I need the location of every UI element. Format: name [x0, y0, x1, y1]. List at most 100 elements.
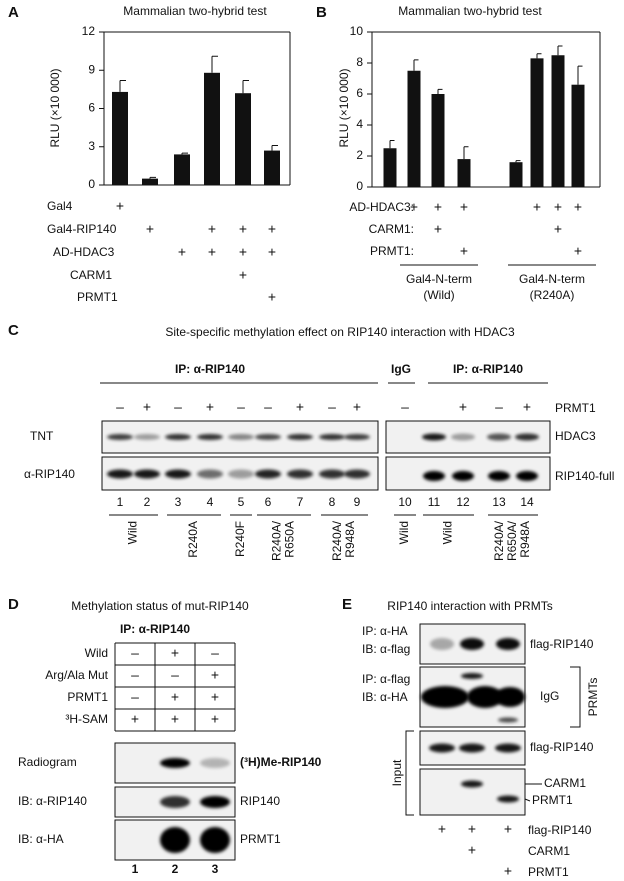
- bar: [112, 91, 128, 185]
- lane-number: 11: [428, 495, 441, 509]
- blot-band: [319, 434, 345, 440]
- condition-label: PRMT1:: [370, 244, 414, 258]
- lane-label: Wild: [126, 521, 140, 544]
- panel-title: RIP140 interaction with PRMTs: [387, 599, 552, 613]
- condition-mark: +: [574, 199, 582, 215]
- treatment-mark: +: [143, 399, 151, 415]
- blot-band: [200, 796, 230, 808]
- error-bar: [181, 152, 188, 155]
- bracket: [570, 666, 581, 728]
- table-row-label: ³H-SAM: [65, 712, 108, 726]
- treatment-mark: +: [296, 399, 304, 415]
- error-bar: [271, 144, 278, 151]
- condition-mark: +: [268, 244, 276, 260]
- group-label: (Wild): [423, 288, 454, 302]
- group-label: Gal4-N-term: [406, 272, 472, 286]
- lane-number: 10: [398, 495, 412, 509]
- condition-label: CARM1: [70, 268, 112, 282]
- bar: [204, 72, 220, 185]
- error-bar: [389, 140, 395, 149]
- lane-number: 5: [238, 495, 245, 509]
- table-cell: +: [211, 667, 219, 683]
- error-bar: [515, 160, 521, 163]
- bar: [142, 178, 158, 185]
- condition-mark: +: [434, 199, 442, 215]
- table-row-label: PRMT1: [67, 690, 108, 704]
- lane-label: Wild: [441, 521, 455, 544]
- condition-label: PRMT1: [77, 290, 118, 304]
- blot-band: [467, 686, 503, 708]
- condition-mark: +: [554, 221, 562, 237]
- blot-band: [461, 780, 483, 788]
- ip-header: IgG: [391, 362, 411, 376]
- chart-title: Mammalian two-hybrid test: [398, 4, 542, 18]
- blot-label: IB: α-HA: [362, 690, 408, 704]
- lane-number: 8: [329, 495, 336, 509]
- condition-mark: +: [239, 221, 247, 237]
- table-cell: –: [171, 667, 179, 683]
- lane-label: R240A/: [270, 520, 284, 561]
- table-cell: +: [171, 645, 179, 661]
- table-cell: +: [131, 711, 139, 727]
- condition-label: Gal4: [47, 199, 73, 213]
- blot-band: [287, 469, 313, 479]
- blot-band: [515, 433, 539, 441]
- target-label: RIP140-full: [555, 469, 614, 483]
- blot-band: [451, 433, 475, 441]
- y-tick-label: 10: [350, 24, 364, 38]
- treatment-mark: –: [495, 399, 503, 415]
- row-label: TNT: [30, 429, 54, 443]
- ip-header: IP: α-RIP140: [175, 362, 245, 376]
- lane-number: 6: [265, 495, 272, 509]
- panel-letter: A: [8, 4, 19, 21]
- lane-label: R240A/: [330, 520, 344, 561]
- treatment-mark: +: [523, 399, 531, 415]
- table-cell: –: [131, 689, 139, 705]
- condition-label: flag-RIP140: [528, 823, 592, 837]
- condition-mark: +: [208, 221, 216, 237]
- condition-mark: +: [239, 244, 247, 260]
- blot-band: [165, 469, 191, 479]
- lane-label: R650A: [283, 521, 297, 558]
- blot-band: [488, 471, 510, 481]
- lane-number: 3: [212, 862, 219, 876]
- condition-mark: +: [468, 821, 476, 837]
- bar: [509, 162, 523, 187]
- treatment-mark: –: [116, 399, 124, 415]
- lane-number: 4: [207, 495, 214, 509]
- condition-mark: +: [268, 221, 276, 237]
- condition-mark: +: [468, 842, 476, 858]
- lane-label: R948A: [343, 521, 357, 558]
- condition-mark: +: [438, 821, 446, 837]
- target-label: IgG: [540, 689, 559, 703]
- y-tick-label: 3: [88, 139, 95, 153]
- blot-band: [487, 433, 511, 441]
- pointer: [524, 783, 542, 802]
- treatment-label: PRMT1: [555, 401, 596, 415]
- condition-mark: +: [239, 267, 247, 283]
- blot-label: IB: α-RIP140: [18, 794, 87, 808]
- condition-label: PRMT1: [528, 865, 569, 879]
- blot-band: [255, 434, 281, 440]
- bar: [174, 154, 190, 185]
- lane-label: R650A/: [505, 520, 519, 561]
- blot-band: [197, 434, 223, 440]
- ip-header: IP: α-RIP140: [120, 622, 190, 636]
- lane-number: 13: [492, 495, 506, 509]
- target-label: PRMT1: [532, 793, 573, 807]
- blot-band: [461, 673, 483, 679]
- condition-label: CARM1:: [369, 222, 414, 236]
- blot-band: [422, 433, 446, 441]
- target-label: (³H)Me-RIP140: [240, 755, 322, 769]
- treatment-mark: +: [353, 399, 361, 415]
- group-label: Gal4-N-term: [519, 272, 585, 286]
- condition-mark: +: [208, 244, 216, 260]
- blot-band: [228, 434, 254, 440]
- blot-band: [496, 638, 520, 650]
- blot-band: [344, 434, 370, 440]
- condition-mark: +: [116, 198, 124, 214]
- lane-number: 2: [144, 495, 151, 509]
- blot-band: [459, 743, 485, 753]
- blot-label: IP: α-flag: [362, 672, 410, 686]
